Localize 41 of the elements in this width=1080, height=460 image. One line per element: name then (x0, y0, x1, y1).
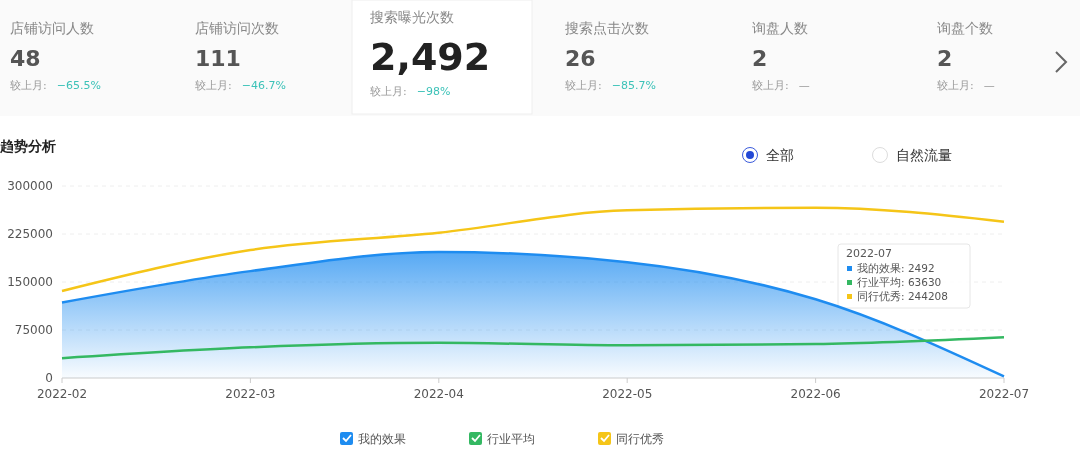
line-series (60, 336, 1006, 360)
chart-title: 趋势分析 (0, 138, 56, 154)
text: 111 (195, 46, 241, 71)
text: 自然流量 (896, 147, 952, 163)
category-label: 询盘人数 (752, 20, 808, 36)
text: 较上月: −46.7% (195, 79, 286, 92)
x-tick-label: 2022-05 (602, 387, 653, 401)
text: 2 (752, 46, 768, 71)
text: 全部 (766, 147, 794, 163)
y-tick-label: 300000 (7, 179, 53, 193)
text: 26 (565, 46, 596, 71)
legend-label: 行业平均 (487, 432, 535, 446)
legend-label: 我的效果 (358, 432, 406, 446)
text: 较上月: — (752, 79, 810, 92)
text: 较上月: −98% (370, 85, 451, 98)
category-label: 询盘个数 (937, 20, 993, 36)
x-tick-label: 2022-03 (225, 387, 276, 401)
annotation: 同行优秀: 244208 (857, 290, 948, 302)
x-tick-label: 2022-02 (36, 387, 88, 401)
text: 2 (937, 46, 953, 71)
y-tick-label: 75000 (14, 323, 53, 337)
y-tick-label: 0 (45, 371, 53, 385)
x-tick-label: 2022-04 (413, 387, 464, 401)
text: 较上月: −85.7% (565, 79, 656, 92)
x-tick-label: 2022-07 (978, 387, 1030, 401)
text: 较上月: — (937, 79, 995, 92)
annotation: 我的效果: 2492 (857, 262, 935, 274)
annotation: 2022-07 (846, 247, 892, 260)
x-tick-label: 2022-06 (790, 387, 841, 401)
category-label: 店铺访问人数 (10, 20, 94, 36)
category-label: 店铺访问次数 (195, 20, 279, 36)
y-tick-label: 225000 (7, 227, 53, 241)
legend-label: 同行优秀 (616, 432, 664, 446)
text: 较上月: −65.5% (10, 79, 101, 92)
y-tick-label: 150000 (7, 275, 53, 289)
annotation: 行业平均: 63630 (857, 276, 942, 288)
line-series (60, 206, 1006, 293)
text: 48 (10, 46, 41, 71)
category-label: 搜索点击次数 (565, 20, 649, 36)
category-label: 搜索曝光次数 (370, 9, 454, 25)
text: 2,492 (370, 35, 491, 79)
